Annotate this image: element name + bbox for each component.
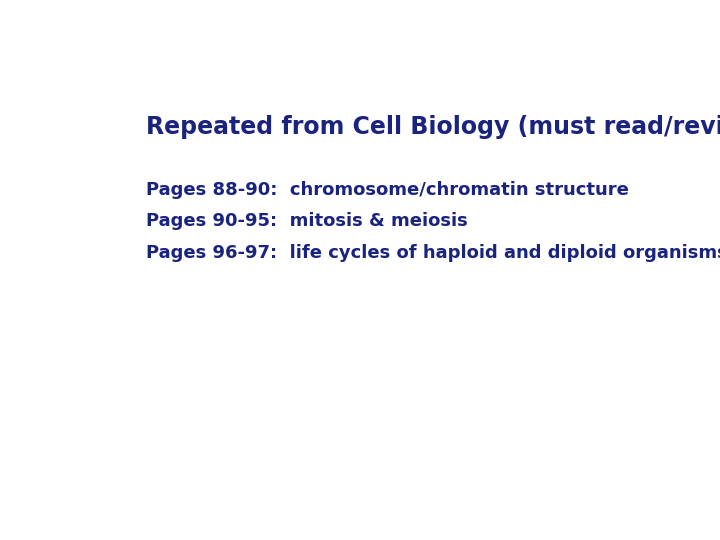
Text: Pages 96-97:  life cycles of haploid and diploid organisms: Pages 96-97: life cycles of haploid and … — [145, 244, 720, 261]
Text: Repeated from Cell Biology (must read/review): Repeated from Cell Biology (must read/re… — [145, 114, 720, 139]
Text: Pages 88-90:  chromosome/chromatin structure: Pages 88-90: chromosome/chromatin struct… — [145, 181, 629, 199]
Text: Pages 90-95:  mitosis & meiosis: Pages 90-95: mitosis & meiosis — [145, 212, 467, 231]
